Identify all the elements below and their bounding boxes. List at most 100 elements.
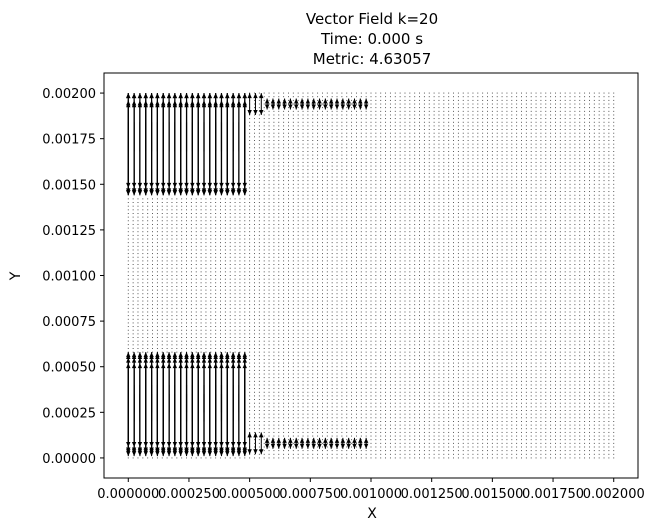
vector-dot xyxy=(394,282,396,284)
vector-dot xyxy=(297,355,299,357)
vector-dot xyxy=(409,136,411,138)
vector-dot xyxy=(355,329,357,331)
vector-dot xyxy=(341,315,343,317)
vector-dot xyxy=(326,191,328,193)
vector-dot xyxy=(292,340,294,342)
vector-dot xyxy=(215,249,217,251)
vector-dot xyxy=(326,428,328,430)
vector-dot xyxy=(419,399,420,401)
vector-dot xyxy=(258,307,260,309)
vector-dot xyxy=(205,293,207,295)
vector-dot xyxy=(322,318,323,320)
vector-dot xyxy=(283,285,285,287)
vector-dot xyxy=(317,366,319,368)
vector-dot xyxy=(355,388,357,390)
vector-dot xyxy=(360,223,362,225)
vector-dot xyxy=(249,373,251,375)
vector-dot xyxy=(215,216,217,218)
vector-dot xyxy=(409,165,411,167)
vector-dot xyxy=(355,271,357,273)
vector-dot xyxy=(433,264,435,266)
vector-dot xyxy=(205,278,207,280)
vector-dot xyxy=(385,296,387,298)
vector-dot xyxy=(200,260,202,262)
vector-dot xyxy=(302,326,304,328)
vector-dot xyxy=(389,420,391,422)
vector-dot xyxy=(419,253,420,255)
vector-dot xyxy=(263,304,265,306)
vector-dot xyxy=(302,293,304,295)
vector-dot xyxy=(394,118,396,120)
vector-dot xyxy=(414,264,416,266)
vector-dot xyxy=(394,147,396,149)
vector-dot xyxy=(375,183,377,185)
vector-dot xyxy=(326,315,328,317)
vector-dot xyxy=(423,318,425,320)
vector-dot xyxy=(258,198,260,200)
vector-dot xyxy=(312,289,314,291)
vector-dot xyxy=(322,121,323,123)
vector-dot xyxy=(302,417,304,419)
vector-dot xyxy=(229,315,231,317)
vector-dot xyxy=(360,140,362,141)
vector-dot xyxy=(370,180,372,182)
vector-dot xyxy=(346,420,348,422)
vector-dot xyxy=(307,183,309,185)
vector-dot xyxy=(200,351,202,353)
vector-dot xyxy=(385,107,387,109)
vector-dot xyxy=(423,413,425,415)
vector-dot xyxy=(331,377,333,379)
vector-dot xyxy=(380,161,382,163)
vector-dot xyxy=(127,293,129,295)
vector-dot xyxy=(351,158,353,160)
vector-dot xyxy=(341,388,343,390)
vector-dot xyxy=(132,205,134,207)
vector-dot xyxy=(355,358,357,360)
vector-dot xyxy=(322,154,323,156)
vector-dot xyxy=(360,446,362,448)
vector-dot xyxy=(423,231,425,233)
vector-dot xyxy=(399,399,401,401)
vector-dot xyxy=(258,125,260,127)
vector-dot xyxy=(423,282,425,284)
vector-dot xyxy=(312,154,314,156)
vector-dot xyxy=(375,417,377,419)
vector-dot xyxy=(258,373,260,375)
vector-dot xyxy=(297,147,299,149)
vector-dot xyxy=(409,107,411,109)
vector-dot xyxy=(292,231,294,233)
vector-dot xyxy=(166,318,168,320)
vector-dot xyxy=(176,326,178,328)
vector-dot xyxy=(360,428,362,430)
vector-dot xyxy=(263,355,265,357)
vector-dot xyxy=(385,132,387,134)
vector-dot xyxy=(297,129,299,131)
vector-dot xyxy=(317,296,319,298)
vector-dot xyxy=(380,176,382,178)
vector-dot xyxy=(404,377,406,379)
vector-dot xyxy=(200,307,202,309)
vector-dot xyxy=(283,337,285,338)
vector-dot xyxy=(176,344,178,346)
vector-dot xyxy=(389,300,391,302)
vector-dot xyxy=(302,191,304,193)
vector-dot xyxy=(351,318,353,320)
vector-dot xyxy=(210,213,212,214)
vector-dot xyxy=(351,362,353,364)
vector-dot xyxy=(385,355,387,357)
vector-dot xyxy=(254,300,255,302)
vector-dot xyxy=(365,209,367,211)
vector-dot xyxy=(297,420,299,422)
vector-dot xyxy=(399,198,401,200)
vector-dot xyxy=(156,264,158,266)
vector-dot xyxy=(389,322,391,324)
vector-dot xyxy=(244,256,246,258)
vector-dot xyxy=(355,395,357,397)
vector-dot xyxy=(385,307,387,309)
vector-dot xyxy=(365,333,367,335)
vector-dot xyxy=(336,450,338,452)
vector-dot xyxy=(346,194,348,196)
vector-dot xyxy=(399,107,401,109)
vector-dot xyxy=(297,238,299,240)
vector-dot xyxy=(419,296,420,298)
